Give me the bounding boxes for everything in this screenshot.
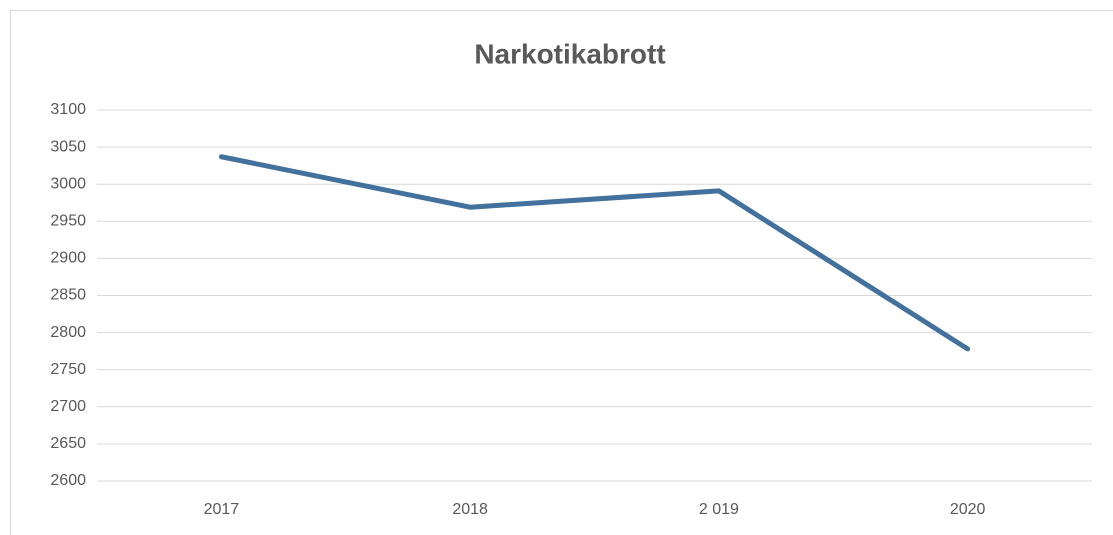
chart-title: Narkotikabrott bbox=[474, 38, 665, 69]
y-tick-label: 3100 bbox=[50, 101, 86, 118]
chart-frame bbox=[10, 10, 1113, 535]
y-tick-label: 2800 bbox=[50, 324, 86, 341]
y-tick-label: 2650 bbox=[50, 435, 86, 452]
y-tick-label: 2850 bbox=[50, 287, 86, 304]
x-tick-label: 2 019 bbox=[699, 501, 739, 518]
y-tick-label: 3000 bbox=[50, 175, 86, 192]
y-tick-label: 2600 bbox=[50, 472, 86, 489]
y-tick-label: 3050 bbox=[50, 138, 86, 155]
y-tick-label: 2700 bbox=[50, 398, 86, 415]
x-tick-label: 2017 bbox=[204, 501, 240, 518]
y-tick-label: 2900 bbox=[50, 250, 86, 267]
line-series bbox=[218, 154, 971, 352]
x-tick-label: 2018 bbox=[452, 501, 488, 518]
y-tick-label: 2750 bbox=[50, 361, 86, 378]
y-tick-label: 2950 bbox=[50, 213, 86, 230]
x-tick-label: 2020 bbox=[950, 501, 986, 518]
